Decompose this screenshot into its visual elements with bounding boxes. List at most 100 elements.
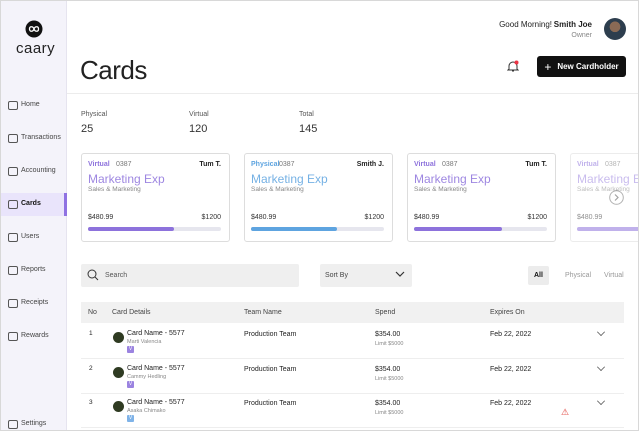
row-team: Production Team: [244, 365, 297, 373]
card-team: Sales & Marketing: [414, 186, 467, 193]
nav-item[interactable]: Accounting: [21, 167, 56, 174]
nav-icon: [8, 420, 18, 429]
nav-icon: [8, 134, 18, 143]
search-box[interactable]: [81, 264, 299, 287]
card-team: Sales & Marketing: [251, 186, 304, 193]
button-label: New Cardholder: [557, 62, 619, 71]
stat-value: 25: [81, 123, 94, 135]
row-team: Production Team: [244, 400, 297, 407]
row-avatar: [113, 401, 124, 412]
sort-label: Sort By: [325, 272, 348, 279]
row-avatar: [113, 332, 124, 343]
row-badge: V: [127, 346, 134, 353]
row-expand[interactable]: [597, 362, 605, 371]
table-header: Card Details: [112, 309, 151, 316]
row-divider: [81, 358, 624, 359]
card-title: Marketing Exp: [414, 172, 491, 186]
filter-tab[interactable]: All: [528, 266, 549, 285]
row-spend: $354.00: [375, 400, 401, 407]
nav-icon: [8, 233, 18, 242]
row-holder: Marti Valencia: [127, 339, 162, 345]
plus-icon: +: [544, 59, 552, 74]
nav-icon: [8, 101, 18, 110]
nav-icon: [8, 167, 18, 176]
card-bar: [414, 227, 502, 231]
row-limit: Limit $5000: [375, 375, 404, 382]
card-title: Marketing Exp: [88, 172, 165, 186]
card-type: Virtual: [414, 161, 436, 168]
row-expires: Feb 22, 2022: [490, 331, 532, 338]
filter-tab[interactable]: Virtual: [604, 272, 624, 279]
card-number: 0387: [605, 161, 621, 168]
nav-item[interactable]: Rewards: [21, 332, 49, 339]
card-title: Marketing Exp: [577, 172, 638, 186]
row-expires: Feb 22, 2022: [490, 400, 532, 407]
stat-value: 120: [189, 123, 208, 135]
card-limit: $1200: [527, 214, 547, 221]
table-header: Spend: [375, 309, 396, 316]
user-role: Owner: [571, 32, 592, 39]
nav-item[interactable]: Receipts: [21, 299, 49, 306]
card[interactable]: Physical 0387 Smith J. Marketing Exp Sales &…: [244, 153, 393, 242]
card-holder: Smith J.: [356, 161, 384, 168]
row-expand[interactable]: [597, 328, 605, 336]
nav-item[interactable]: Settings: [21, 420, 47, 427]
card-limit: $1200: [201, 214, 221, 221]
nav-item[interactable]: Reports: [21, 266, 46, 273]
card-bar-track: [414, 227, 547, 231]
stat-label: Total: [299, 111, 314, 118]
nav-item[interactable]: Home: [21, 101, 40, 108]
row-avatar: [113, 366, 124, 378]
card-spent: $480.99: [251, 214, 277, 221]
search-placeholder: Search: [105, 272, 128, 279]
sort-chevron: [395, 271, 405, 277]
nav-item[interactable]: Transactions: [21, 134, 61, 141]
card-bar: [88, 227, 175, 231]
stat-label: Virtual: [189, 111, 209, 118]
page-title: Cards: [80, 55, 147, 85]
card-bar: [251, 227, 338, 231]
row-team: Production Team: [244, 331, 297, 338]
table-header: Expires On: [490, 309, 525, 316]
avatar[interactable]: [604, 18, 626, 40]
table-header: No: [88, 309, 97, 316]
nav-icon: [8, 200, 18, 209]
row-divider: [81, 392, 624, 394]
nav-icon: [8, 299, 18, 308]
cards-viewport: Virtual 0387 Tum T. Marketing Exp Sales & Ma…: [67, 146, 638, 251]
card-bar: [577, 227, 638, 231]
sort-dropdown[interactable]: [320, 264, 412, 287]
row-limit: Limit $5000: [375, 410, 404, 416]
row-limit: Limit $5000: [375, 341, 404, 347]
row-no: 2: [89, 364, 93, 372]
card-number: 0387: [116, 161, 132, 168]
sidebar: [1, 1, 67, 430]
nav-active-bg: [1, 193, 67, 216]
filter-tab[interactable]: Physical: [565, 272, 592, 279]
card-number: 0387: [279, 161, 295, 168]
card-team: Sales & Marketing: [577, 186, 630, 193]
nav-item[interactable]: Cards: [21, 200, 41, 207]
card-team: Sales & Marketing: [88, 186, 141, 193]
card-limit: $1200: [364, 214, 384, 221]
row-expires: Feb 22, 2022: [490, 365, 532, 373]
row-name[interactable]: Card Name - 5577: [127, 364, 185, 372]
row-name[interactable]: Card Name - 5577: [127, 399, 185, 406]
nav-item[interactable]: Users: [21, 233, 40, 240]
table-header-bg: [81, 302, 624, 323]
row-name[interactable]: Card Name - 5577: [127, 330, 185, 337]
bell-icon[interactable]: [507, 60, 519, 73]
logo-icon: [25, 20, 43, 38]
card-spent: $480.99: [88, 214, 114, 221]
greeting: Good Morning!: [499, 20, 552, 29]
search-icon: [87, 269, 99, 281]
table-header: Team Name: [244, 309, 282, 316]
row-badge: V: [127, 415, 134, 422]
row-expand[interactable]: [597, 397, 605, 405]
stat-value: 145: [299, 123, 318, 135]
card-type: Virtual: [577, 161, 599, 168]
new-cardholder-button[interactable]: + New Cardholder: [537, 56, 626, 77]
